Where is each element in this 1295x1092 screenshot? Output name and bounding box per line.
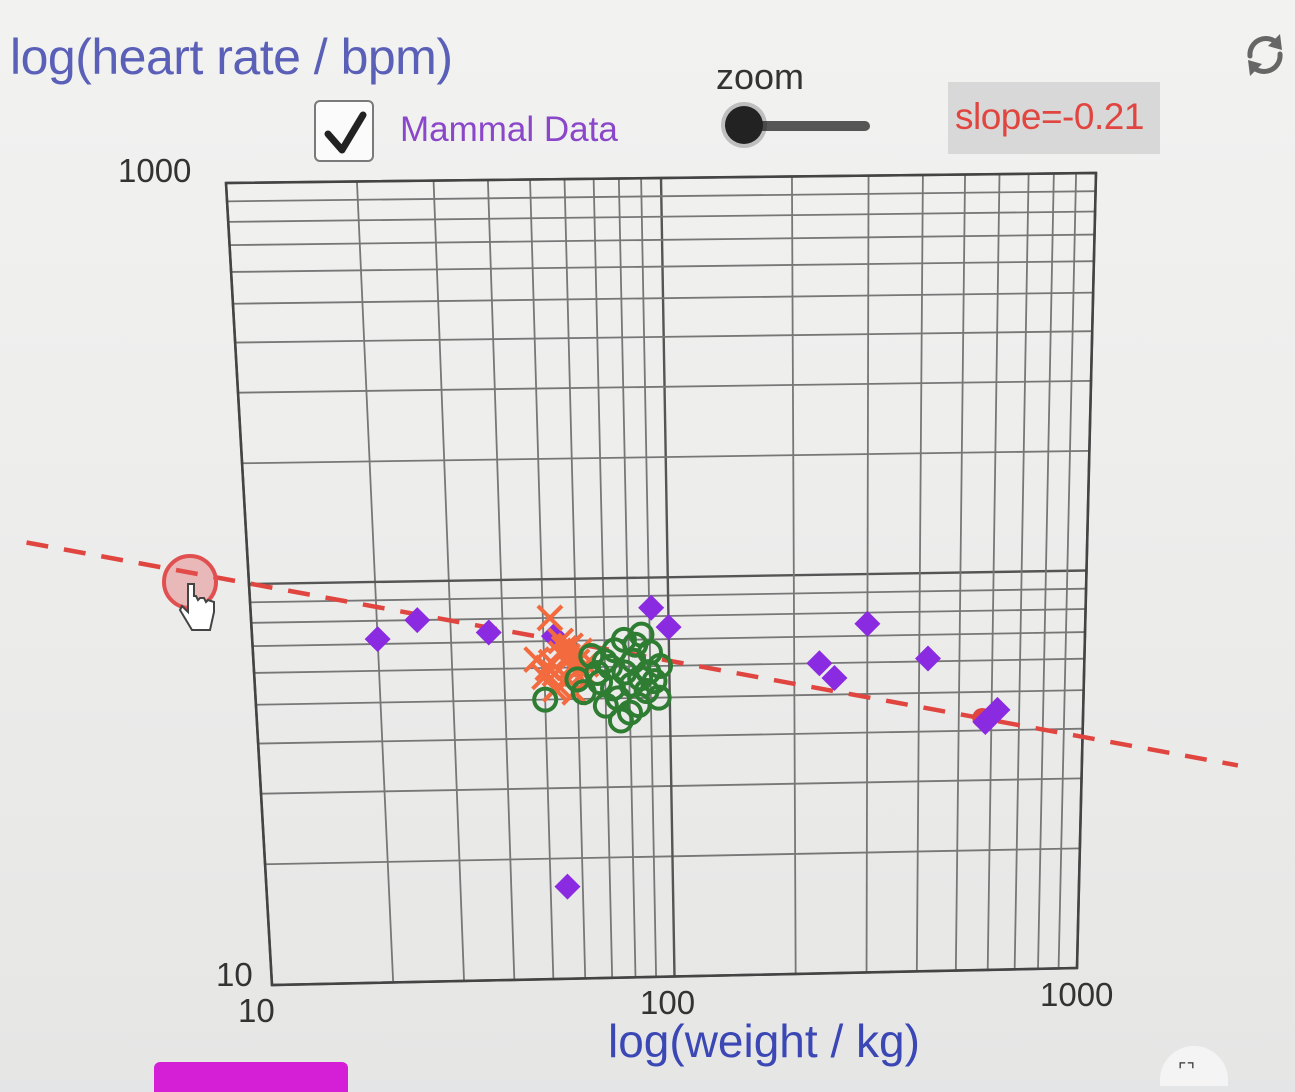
data-point-diamond bbox=[915, 645, 942, 672]
grid-line-y bbox=[232, 291, 1094, 305]
zoom-slider-knob[interactable] bbox=[725, 106, 763, 144]
slope-readout: slope=-0.21 bbox=[948, 82, 1160, 154]
data-point-diamond bbox=[806, 650, 833, 677]
zoom-slider[interactable] bbox=[722, 104, 874, 148]
grid-line-x bbox=[954, 174, 966, 971]
y-tick-label-bottom: 10 bbox=[216, 956, 253, 993]
data-point-circle bbox=[618, 671, 645, 698]
data-point-circle bbox=[645, 684, 672, 711]
grid-line-x bbox=[1037, 173, 1055, 969]
checkmark-icon bbox=[324, 111, 367, 154]
mammal-data-label: Mammal Data bbox=[400, 110, 618, 149]
chart-grid bbox=[224, 171, 1098, 987]
data-point-circle bbox=[564, 666, 591, 693]
grid-line-y bbox=[248, 569, 1087, 586]
data-point-circle bbox=[532, 686, 559, 713]
data-point-diamond bbox=[984, 696, 1011, 723]
data-point-x-stroke bbox=[534, 654, 562, 682]
data-points-layer bbox=[364, 594, 1011, 900]
plot-frame bbox=[224, 171, 1098, 987]
data-point-x-stroke bbox=[547, 627, 575, 655]
y-axis-label: log(heart rate / bpm) bbox=[10, 29, 453, 85]
grid-line-x bbox=[865, 175, 870, 973]
data-point-diamond bbox=[475, 619, 502, 646]
cursor-layer bbox=[162, 554, 218, 631]
fullscreen-icon: ⌜⌝ bbox=[1178, 1060, 1195, 1080]
data-point-diamond bbox=[554, 873, 581, 900]
grid-line-y bbox=[228, 210, 1096, 223]
grid-line-y bbox=[229, 233, 1095, 247]
data-point-x-stroke bbox=[557, 632, 584, 660]
zoom-label: zoom bbox=[716, 56, 805, 97]
data-point-circle bbox=[610, 626, 637, 653]
data-point-diamond bbox=[655, 614, 682, 641]
x-tick-label-1000: 1000 bbox=[1040, 976, 1114, 1013]
grid-line-x bbox=[1013, 173, 1030, 970]
grid-line-y bbox=[227, 190, 1096, 203]
data-point-circle bbox=[628, 621, 655, 648]
grid-line-y bbox=[231, 260, 1094, 273]
data-point-x-stroke bbox=[523, 646, 551, 674]
mammal-data-checkbox[interactable] bbox=[314, 100, 374, 162]
x-tick-label-10: 10 bbox=[238, 992, 275, 1029]
data-point-diamond bbox=[638, 594, 665, 621]
data-point-diamond bbox=[854, 610, 881, 637]
data-point-diamond bbox=[364, 626, 391, 653]
x-axis-label: log(weight / kg) bbox=[608, 1015, 920, 1067]
hand-pointer-icon bbox=[178, 583, 215, 631]
bottom-action-button[interactable] bbox=[154, 1062, 348, 1092]
refresh-icon[interactable] bbox=[1238, 28, 1292, 82]
data-point-circle bbox=[599, 675, 626, 702]
data-point-x bbox=[534, 654, 562, 682]
grid-line-x bbox=[1057, 173, 1077, 969]
data-point-x bbox=[531, 663, 558, 691]
data-point-x-stroke bbox=[550, 635, 578, 662]
y-tick-label-top: 1000 bbox=[118, 152, 192, 189]
data-point-circle bbox=[607, 707, 634, 734]
data-point-diamond bbox=[821, 665, 848, 692]
data-point-x-stroke bbox=[536, 604, 564, 632]
grid-line-x bbox=[986, 174, 1001, 970]
grid-line-y bbox=[235, 330, 1093, 344]
grid-line-y bbox=[242, 449, 1090, 465]
grid-line-x bbox=[915, 174, 924, 972]
data-point-circle bbox=[635, 659, 662, 686]
data-point-x bbox=[536, 604, 564, 632]
data-point-x-stroke bbox=[531, 663, 558, 691]
slope-text: slope=-0.21 bbox=[955, 96, 1144, 137]
data-point-x bbox=[557, 632, 584, 660]
grid-line-x bbox=[791, 176, 797, 974]
data-point-diamond bbox=[404, 607, 431, 634]
data-point-circle bbox=[578, 642, 605, 669]
grid-line-y bbox=[238, 379, 1092, 394]
zoom-slider-track[interactable] bbox=[732, 121, 870, 131]
x-tick-label-100: 100 bbox=[640, 984, 696, 1021]
